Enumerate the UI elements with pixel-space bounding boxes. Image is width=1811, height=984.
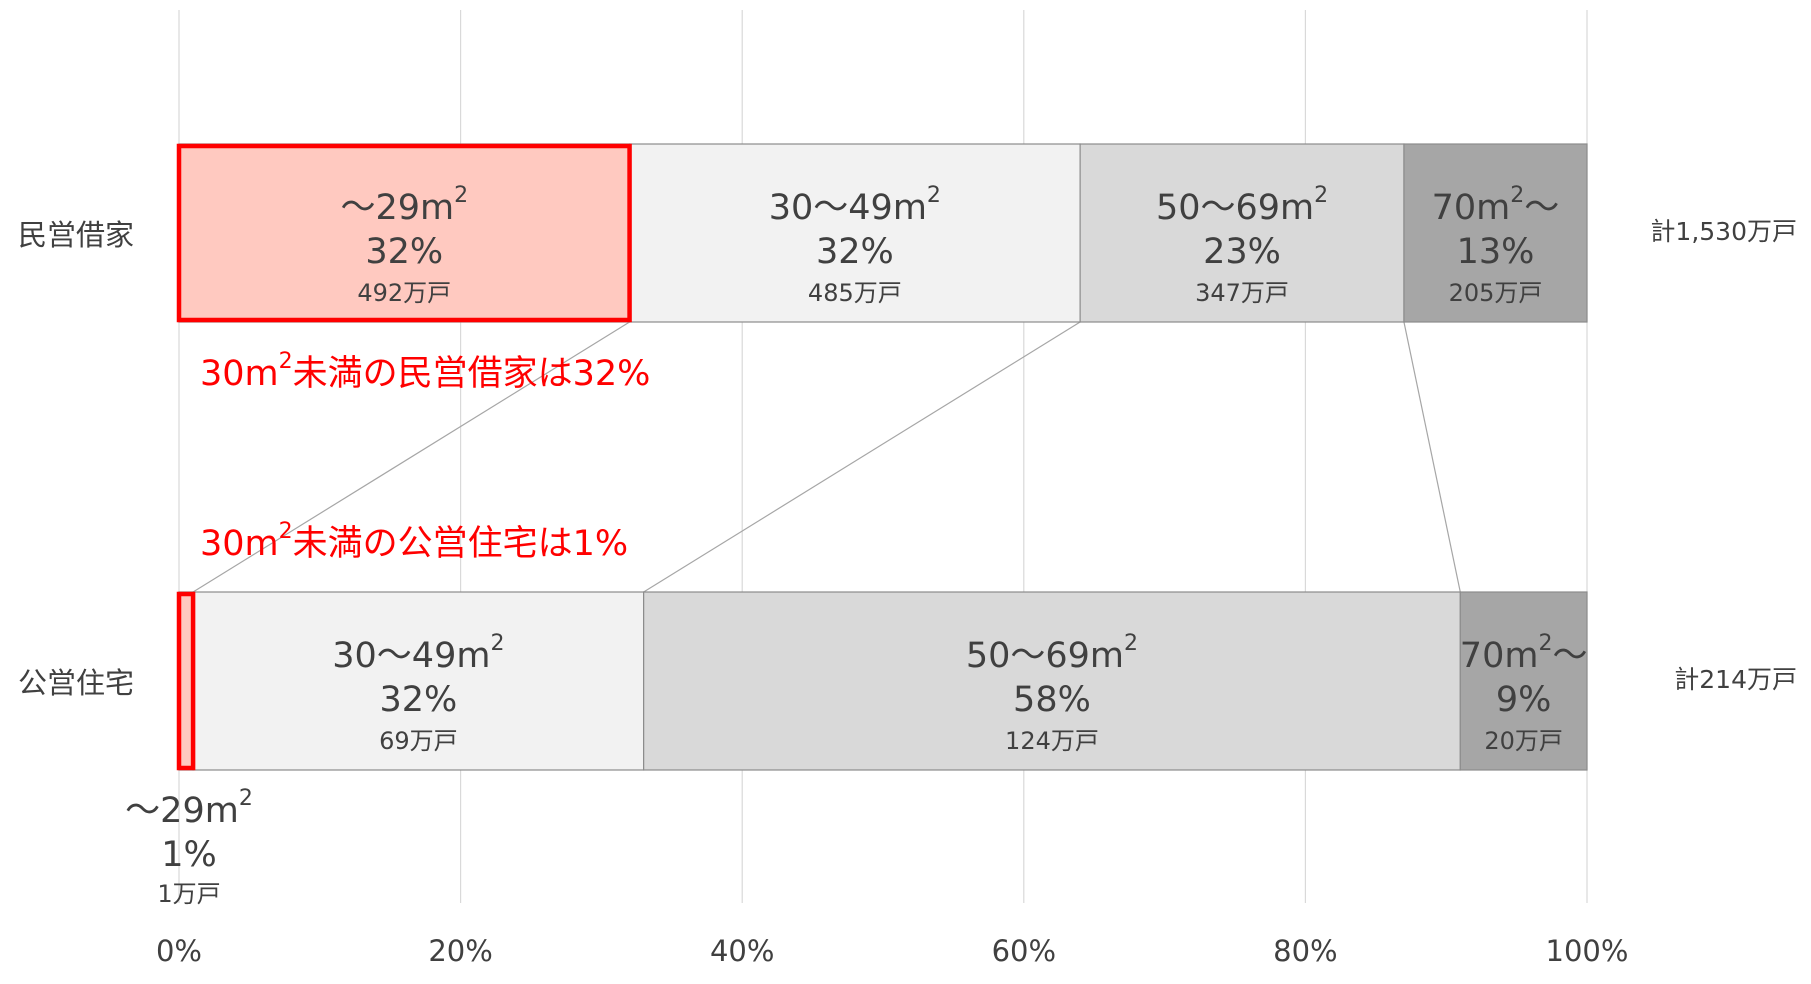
highlight-outline bbox=[176, 143, 632, 323]
segment-size-label: 70m2～ bbox=[1460, 631, 1588, 676]
annotation-text: 30m2未満の公営住宅は1% bbox=[200, 519, 628, 564]
bar-segment bbox=[1403, 143, 1588, 323]
segment-percent-label: 32% bbox=[816, 232, 894, 272]
segment-count-label: 492万戸 bbox=[357, 279, 451, 307]
segment-percent-label: 9% bbox=[1496, 680, 1552, 720]
segment-size-label: ～29m2 bbox=[125, 786, 253, 831]
segment-percent-label: 32% bbox=[365, 232, 443, 272]
connector-line bbox=[643, 321, 1081, 593]
segment-percent-label: 13% bbox=[1457, 232, 1535, 272]
segment-count-label: 485万戸 bbox=[808, 279, 902, 307]
segment-size-label: 70m2～ bbox=[1432, 183, 1560, 228]
segment-percent-label: 1% bbox=[161, 835, 217, 875]
x-tick-label: 60% bbox=[992, 934, 1056, 968]
segment-percent-label: 58% bbox=[1013, 680, 1091, 720]
segment-count-label: 205万戸 bbox=[1449, 279, 1543, 307]
category-label: 民営借家 bbox=[18, 218, 134, 252]
x-tick-label: 80% bbox=[1273, 934, 1337, 968]
highlight-outline bbox=[176, 591, 196, 771]
segment-count-label: 69万戸 bbox=[379, 727, 458, 755]
bar-segment bbox=[643, 591, 1461, 771]
segment-size-label: 30～49m2 bbox=[769, 183, 941, 228]
segment-size-label: 50～69m2 bbox=[1156, 183, 1328, 228]
connector-line bbox=[192, 321, 630, 593]
bar-segment bbox=[628, 143, 1081, 323]
category-label: 公営住宅 bbox=[18, 666, 134, 700]
segment-size-label: 50～69m2 bbox=[966, 631, 1138, 676]
x-tick-label: 100% bbox=[1546, 934, 1629, 968]
x-tick-label: 20% bbox=[428, 934, 492, 968]
bar-segment bbox=[1459, 591, 1588, 771]
segment-count-label: 20万戸 bbox=[1484, 727, 1563, 755]
annotation-text: 30m2未満の民営借家は32% bbox=[200, 349, 650, 394]
total-label: 計214万戸 bbox=[1674, 665, 1797, 694]
total-label: 計1,530万戸 bbox=[1650, 217, 1797, 246]
segment-count-label: 347万戸 bbox=[1195, 279, 1289, 307]
connector-line bbox=[1403, 321, 1461, 593]
bar-segment bbox=[1079, 143, 1405, 323]
segment-count-label: 1万戸 bbox=[157, 880, 220, 908]
x-tick-label: 0% bbox=[156, 934, 202, 968]
x-tick-label: 40% bbox=[710, 934, 774, 968]
segment-count-label: 124万戸 bbox=[1005, 727, 1099, 755]
segment-percent-label: 23% bbox=[1203, 232, 1281, 272]
segment-size-label: ～29m2 bbox=[340, 183, 468, 228]
segment-percent-label: 32% bbox=[379, 680, 457, 720]
segment-size-label: 30～49m2 bbox=[332, 631, 504, 676]
